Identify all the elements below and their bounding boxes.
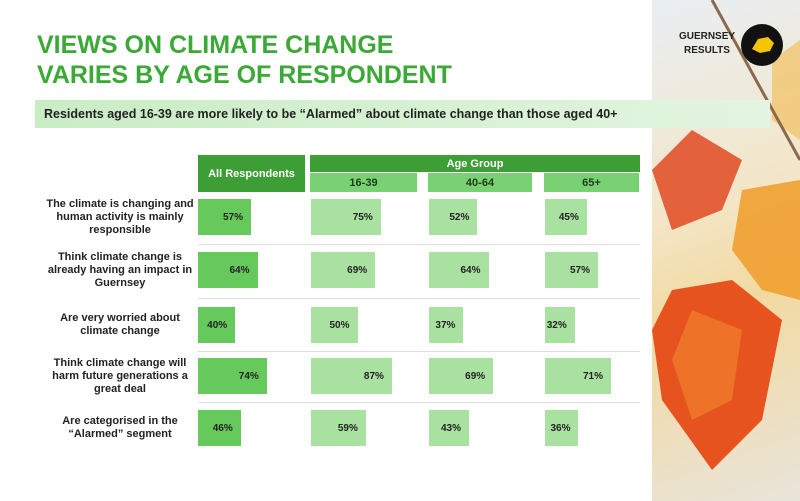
value-label: 40%	[207, 319, 228, 331]
logo-island	[752, 37, 774, 53]
column-header: 16-39	[310, 173, 417, 192]
value-label: 87%	[363, 370, 384, 382]
leaf-photo	[652, 0, 800, 501]
branch	[710, 0, 800, 161]
value-label: 45%	[558, 211, 579, 223]
column-header: All Respondents	[198, 155, 305, 192]
row-separator	[198, 297, 640, 299]
bar: 75%	[311, 199, 381, 235]
bar: 64%	[429, 252, 489, 288]
bar: 59%	[311, 410, 366, 446]
row-label: The climate is changing and human activi…	[46, 197, 194, 236]
leaf	[672, 310, 742, 420]
bar: 64%	[198, 252, 258, 288]
value-label: 46%	[212, 422, 233, 434]
value-label: 74%	[238, 370, 259, 382]
bar: 69%	[429, 358, 494, 394]
leaf	[772, 40, 800, 140]
value-label: 64%	[229, 264, 250, 276]
column-header: 40-64	[428, 173, 532, 192]
brand-text: GUERNSEY RESULTS	[678, 31, 736, 56]
value-label: 75%	[352, 211, 373, 223]
bar: 32%	[545, 307, 575, 343]
row-label: Are very worried about climate change	[60, 312, 180, 337]
value-label: 71%	[583, 370, 604, 382]
value-label: 69%	[465, 370, 486, 382]
value-label: 64%	[460, 264, 481, 276]
group-header: Age Group	[310, 155, 640, 172]
bar: 57%	[545, 252, 598, 288]
subtitle: Residents aged 16-39 are more likely to …	[44, 107, 618, 121]
value-label: 37%	[435, 319, 456, 331]
column-header: 65+	[544, 173, 639, 192]
bar: 45%	[545, 199, 587, 235]
row-label: Think climate change will harm future ge…	[52, 356, 188, 395]
bar: 52%	[429, 199, 478, 235]
value-label: 59%	[337, 422, 358, 434]
leaves	[652, 0, 800, 470]
bar: 50%	[311, 307, 358, 343]
row-label: Think climate change is already having a…	[47, 250, 193, 289]
bar: 69%	[311, 252, 376, 288]
bar: 36%	[545, 410, 579, 446]
row-label: Are categorised in the “Alarmed” segment	[62, 415, 178, 440]
bar: 43%	[429, 410, 469, 446]
bar: 46%	[198, 410, 241, 446]
subtitle-band	[35, 100, 770, 128]
value-label: 57%	[569, 264, 590, 276]
row-separator	[198, 402, 640, 403]
leaf	[652, 130, 742, 230]
logo	[741, 24, 783, 66]
bar: 37%	[429, 307, 464, 343]
value-label: 36%	[550, 422, 571, 434]
bar: 71%	[545, 358, 612, 394]
value-label: 43%	[440, 422, 461, 434]
value-label: 57%	[222, 211, 243, 223]
title: VIEWS ON CLIMATE CHANGE VARIES BY AGE OF…	[37, 31, 452, 89]
row-separator	[198, 350, 640, 352]
value-label: 69%	[347, 264, 368, 276]
value-label: 52%	[449, 211, 470, 223]
leaf	[732, 180, 800, 300]
bar: 74%	[198, 358, 267, 394]
bar: 87%	[311, 358, 392, 394]
value-label: 32%	[546, 319, 567, 331]
row-separator	[198, 243, 640, 245]
bar: 40%	[198, 307, 236, 343]
value-label: 50%	[329, 319, 350, 331]
bar: 57%	[198, 199, 251, 235]
